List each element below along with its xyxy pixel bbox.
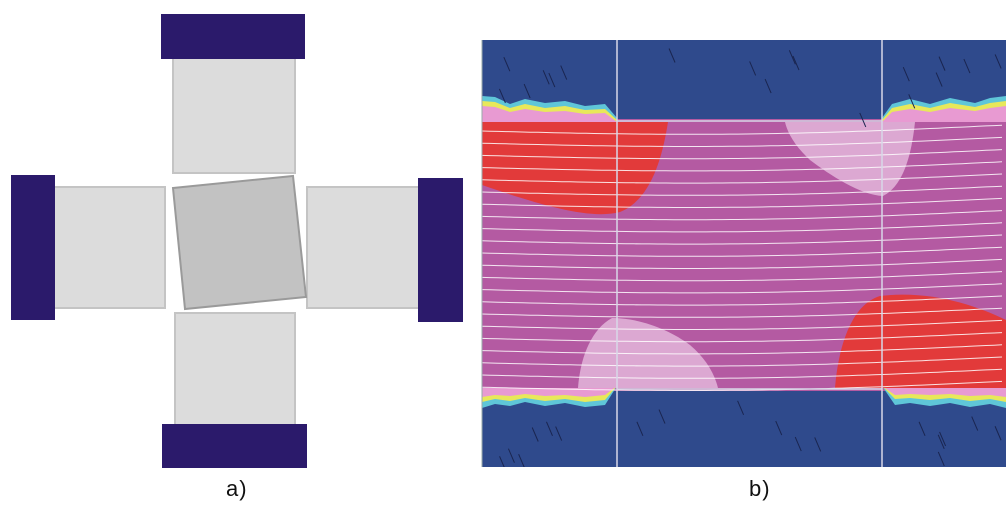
speckle-mark	[636, 421, 644, 436]
bottom-arm	[174, 312, 296, 429]
speckle-mark	[499, 456, 505, 467]
contour-line	[482, 246, 1003, 257]
contour-line	[482, 307, 1003, 318]
caption-b: b)	[749, 476, 771, 501]
transition-rim-bottom-right-core	[882, 386, 1006, 397]
contour-line	[482, 319, 1003, 330]
speckle-mark	[555, 426, 563, 441]
speckle-mark	[498, 88, 506, 104]
speckle-mark	[902, 67, 910, 82]
speckle-mark	[994, 426, 1002, 441]
contour-line	[482, 368, 1003, 379]
contour-lines	[482, 124, 1003, 391]
speckle-mark	[788, 50, 796, 65]
speckle-mark	[503, 57, 511, 72]
speckle-mark	[775, 420, 783, 436]
contour-line	[482, 344, 1003, 355]
speckle-mark	[531, 427, 539, 442]
contour-line	[482, 356, 1003, 367]
speckle-mark	[518, 454, 525, 467]
speckle-mark	[937, 434, 945, 449]
speckle-mark	[918, 421, 926, 437]
contour-line	[482, 173, 1003, 184]
caption-a: a)	[226, 476, 248, 501]
speckle-mark	[971, 416, 979, 431]
contour-line	[482, 271, 1003, 282]
high-strain-region-top-left	[482, 122, 668, 215]
strain-field-figure	[481, 40, 1006, 467]
high-strain-region-bottom-right	[835, 294, 1006, 388]
speckle-mark	[658, 409, 666, 424]
contour-line	[482, 210, 1003, 221]
speckle-mark	[792, 55, 800, 71]
speckle-mark	[963, 58, 971, 74]
bottom-clamp	[162, 424, 307, 468]
speckle-mark	[548, 72, 556, 88]
top-clamp	[161, 14, 305, 59]
speckle-mark	[794, 436, 802, 452]
speckle-marks	[498, 48, 1002, 467]
right-clamp	[418, 178, 463, 322]
contour-line	[482, 332, 1003, 343]
contour-line	[482, 295, 1003, 306]
contour-line	[482, 136, 1003, 147]
speckle-mark	[908, 94, 916, 109]
transition-rim-bottom-left-core	[482, 386, 617, 397]
panel-b-strain-field	[478, 0, 1006, 505]
top-arm	[172, 54, 296, 174]
speckle-mark	[937, 451, 945, 467]
speckle-mark	[939, 431, 947, 447]
contour-line	[482, 161, 1003, 172]
contour-line	[482, 149, 1003, 160]
schematic-figure	[11, 14, 463, 468]
speckle-mark	[994, 54, 1002, 69]
contour-line	[482, 380, 1003, 391]
left-arm	[51, 186, 166, 309]
speckle-mark	[938, 56, 946, 71]
right-arm	[306, 186, 421, 309]
speckle-mark	[507, 448, 515, 463]
speckle-mark	[764, 78, 772, 94]
contour-line	[482, 185, 1003, 196]
contour-line	[482, 234, 1003, 245]
speckle-mark	[560, 65, 568, 80]
speckle-mark	[737, 400, 745, 416]
speckle-mark	[542, 70, 550, 85]
contour-line	[482, 283, 1003, 294]
speckle-mark	[546, 421, 553, 436]
speckle-mark	[523, 83, 531, 99]
rotated-core	[171, 174, 308, 311]
contour-line	[482, 124, 1003, 135]
transition-rim-top-left-core	[482, 106, 617, 124]
speckle-mark	[668, 48, 676, 63]
contour-line	[482, 197, 1003, 208]
speckle-mark	[749, 61, 757, 76]
contour-line	[482, 258, 1003, 269]
speckle-mark	[859, 112, 867, 128]
contour-line	[482, 222, 1003, 233]
transition-rim-top-right-core	[882, 106, 1006, 124]
speckle-mark	[935, 72, 943, 87]
panel-a-schematic	[0, 0, 470, 505]
low-strain-region-bottom-left	[578, 318, 718, 388]
left-clamp	[11, 175, 55, 320]
speckle-mark	[814, 437, 822, 452]
